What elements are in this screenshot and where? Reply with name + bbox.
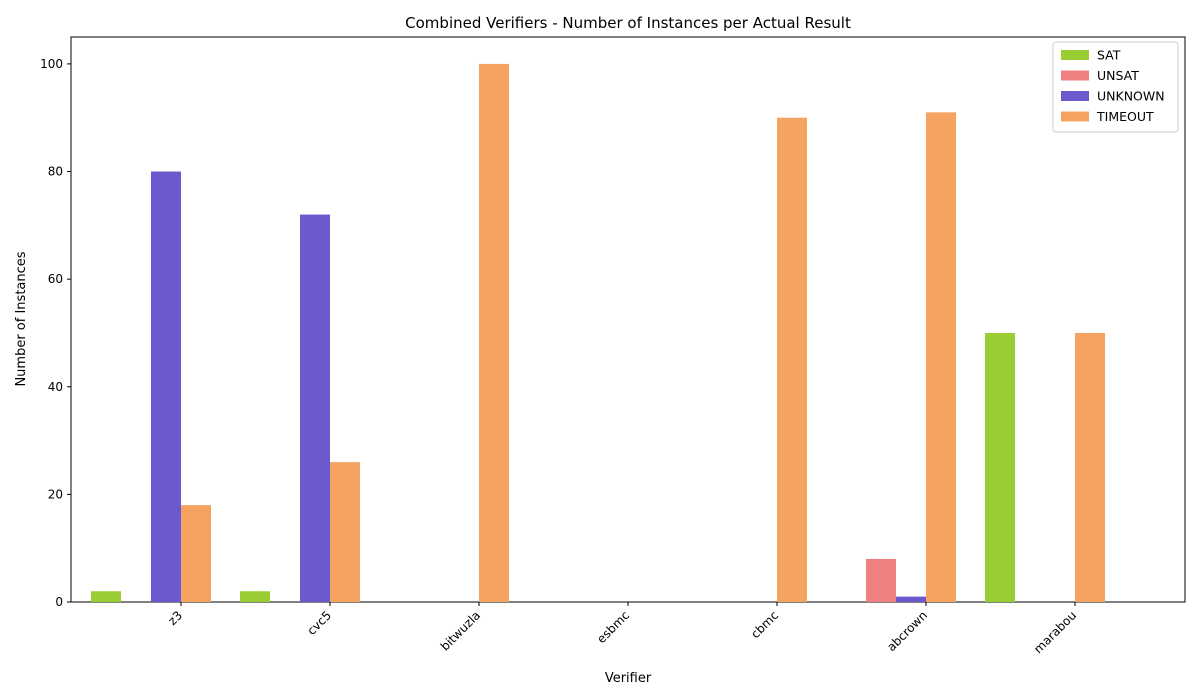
y-axis-title: Number of Instances [14, 251, 29, 386]
legend-label-unknown: UNKNOWN [1097, 89, 1165, 104]
y-tick-label: 60 [48, 272, 63, 286]
plot-frame [70, 36, 1186, 603]
x-tick-label: abcrown [884, 608, 930, 654]
legend-box [1052, 41, 1179, 133]
x-axis-title: Verifier [605, 671, 652, 686]
y-tick-label: 20 [48, 487, 63, 501]
legend: SAT UNSAT UNKNOWN TIMEOUT [1052, 41, 1179, 133]
bar-timeout-cvc5 [330, 462, 360, 602]
legend-label-unsat: UNSAT [1097, 68, 1139, 83]
legend-swatch-unsat [1061, 70, 1089, 81]
bar-unknown-abcrown [896, 596, 926, 602]
y-tick-label: 100 [40, 57, 63, 71]
bar-unknown-cvc5 [300, 214, 330, 603]
legend-swatch-unknown [1061, 91, 1089, 101]
y-axis: 0 20 40 60 80 100 [40, 57, 71, 609]
bar-unknown-z3 [151, 171, 181, 602]
bar-sat-cvc5 [240, 591, 270, 602]
legend-swatch-timeout [1061, 111, 1089, 122]
bar-sat-z3 [91, 591, 121, 602]
bar-sat-marabou [985, 332, 1015, 602]
bar-unsat-abcrown [866, 558, 896, 602]
x-tick-label: cbmc [748, 608, 781, 641]
legend-label-timeout: TIMEOUT [1096, 109, 1154, 124]
bar-timeout-marabou [1075, 332, 1105, 602]
bars-group [91, 63, 1105, 603]
y-tick-label: 80 [48, 165, 63, 179]
plot-area [70, 36, 1186, 603]
bar-timeout-cbmc [777, 117, 807, 602]
x-tick-label: z3 [165, 608, 185, 628]
bar-timeout-bitwuzla [479, 63, 509, 602]
bar-timeout-z3 [181, 505, 211, 602]
chart-title: Combined Verifiers - Number of Instances… [405, 14, 851, 32]
bar-timeout-abcrown [926, 112, 956, 602]
legend-swatch-sat [1061, 50, 1089, 60]
x-tick-label: bitwuzla [438, 608, 483, 653]
legend-label-sat: SAT [1097, 48, 1121, 63]
x-axis: z3 cvc5 bitwuzla esbmc cbmc abcrown marabou [165, 602, 1079, 656]
x-tick-label: marabou [1031, 608, 1079, 656]
x-tick-label: cvc5 [304, 608, 334, 638]
y-tick-label: 40 [48, 380, 63, 394]
y-tick-label: 0 [55, 595, 63, 609]
x-tick-label: esbmc [594, 608, 632, 646]
